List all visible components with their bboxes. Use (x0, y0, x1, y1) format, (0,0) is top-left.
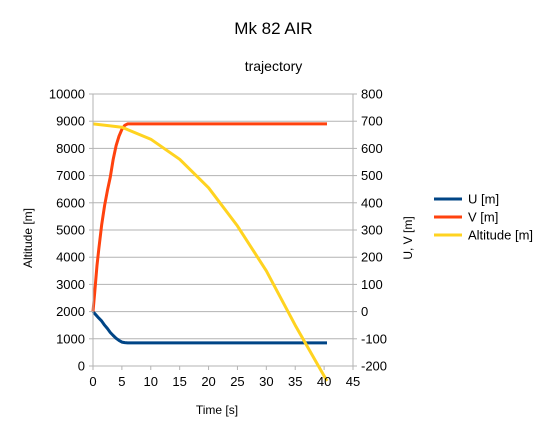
y-tick-label: 4000 (56, 250, 85, 265)
chart-subtitle: trajectory (244, 58, 303, 74)
axes (89, 93, 357, 370)
tick-labels: 0100020003000400050006000700080009000100… (49, 87, 387, 390)
y2-tick-label: 500 (361, 168, 383, 183)
series-line-1 (91, 310, 327, 345)
x-tick-label: 15 (172, 374, 186, 389)
y2-tick-label: 400 (361, 195, 383, 210)
x-tick-label: 40 (317, 374, 331, 389)
y-tick-label: 6000 (56, 195, 85, 210)
series-line-3 (92, 122, 329, 382)
y2-tick-label: 600 (361, 141, 383, 156)
x-tick-label: 30 (259, 374, 273, 389)
x-axis-label: Time [s] (196, 403, 238, 417)
y-tick-label: 8000 (56, 141, 85, 156)
y2-tick-label: 100 (361, 277, 383, 292)
legend-label: U [m] (468, 192, 499, 207)
y-tick-label: 10000 (49, 87, 85, 102)
y-tick-label: 1000 (56, 331, 85, 346)
series-line-2 (91, 122, 327, 312)
x-tick-label: 5 (118, 374, 125, 389)
x-tick-label: 35 (288, 374, 302, 389)
grid-lines (93, 93, 353, 367)
legend-label: V [m] (468, 210, 498, 225)
x-tick-label: 20 (201, 374, 215, 389)
y-tick-label: 7000 (56, 168, 85, 183)
y-tick-label: 2000 (56, 304, 85, 319)
legend: U [m] V [m] Altitude [m] (434, 192, 533, 243)
y2-tick-label: 700 (361, 114, 383, 129)
y2-tick-label: 0 (361, 304, 368, 319)
y-tick-label: 5000 (56, 223, 85, 238)
y2-tick-label: 800 (361, 87, 383, 102)
x-tick-label: 0 (89, 374, 96, 389)
y-tick-label: 3000 (56, 277, 85, 292)
legend-label: Altitude [m] (468, 228, 533, 243)
y2-tick-label: 300 (361, 223, 383, 238)
x-tick-label: 25 (230, 374, 244, 389)
x-tick-label: 45 (346, 374, 360, 389)
y2-tick-label: -200 (361, 359, 387, 374)
y-tick-label: 9000 (56, 114, 85, 129)
y2-axis-label: U, V [m] (401, 216, 415, 259)
series-layer (91, 122, 329, 382)
y2-tick-label: 200 (361, 250, 383, 265)
y2-tick-label: -100 (361, 331, 387, 346)
x-tick-label: 10 (144, 374, 158, 389)
y-tick-label: 0 (78, 359, 85, 374)
chart-title: Mk 82 AIR (234, 19, 313, 38)
y-axis-label: Altitude [m] (21, 208, 35, 268)
